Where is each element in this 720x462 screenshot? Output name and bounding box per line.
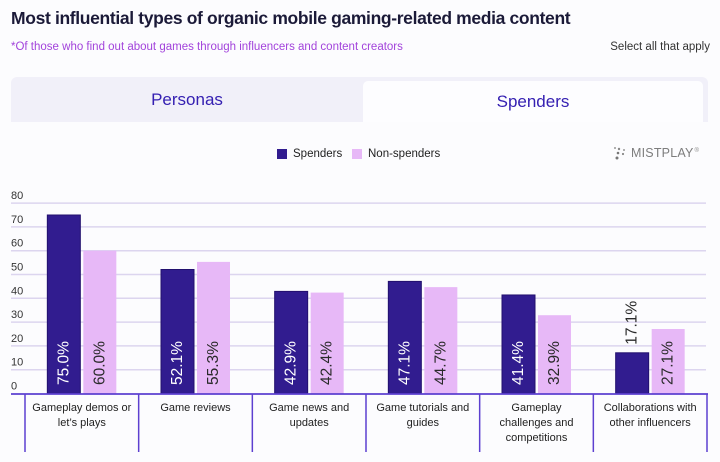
registered-mark: ® [694,147,700,154]
x-tick-label-line: Gameplay [511,402,562,414]
x-tick-label-line: Game news and [269,402,350,414]
legend-label-spenders: Spenders [293,148,343,160]
data-label: 27.1% [660,341,677,385]
tab-spenders[interactable]: Spenders [363,81,703,122]
x-tick-label-line: guides [406,417,440,429]
data-label: 41.4% [510,341,527,385]
data-label: 52.1% [169,341,186,385]
bar-non-spenders [197,261,230,394]
x-tick-label: Collaborations with other influencers [594,401,706,431]
legend-item-spenders[interactable]: Spenders [277,146,342,162]
legend-label-non-spenders: Non-spenders [368,148,441,160]
bar-non-spenders [651,329,685,394]
data-label: 42.9% [283,341,300,385]
bar-spenders [615,352,650,394]
logo-text: MISTPLAY® [631,146,699,160]
bar-non-spenders [424,287,458,394]
x-tick-label-line: Game reviews [160,402,231,414]
bar-non-spenders [538,315,571,394]
data-label: 32.9% [546,341,563,385]
legend-swatch-non-spenders [352,149,362,159]
x-tick-label-line: Game tutorials and [376,402,470,414]
bar-spenders [46,214,81,394]
x-tick-label-line: updates [289,417,329,429]
x-tick-label: Game reviews [140,401,252,416]
chart-title: Most influential types of organic mobile… [11,8,571,28]
y-tick-label: 40 [11,285,23,297]
data-label: 75.0% [55,341,72,385]
x-tick-label-line: let’s plays [57,417,106,429]
x-tick-label: Gameplay challenges and competitions [481,401,593,446]
y-tick-label: 60 [11,238,23,250]
dots-icon [614,147,625,160]
data-label: 44.7% [432,341,449,385]
x-tick-label: Game tutorials and guides [367,401,479,431]
y-tick-label: 70 [11,214,23,226]
x-tick-label-line: challenges and [499,417,574,429]
y-tick-label: 50 [11,262,23,274]
tab-personas[interactable]: Personas [151,89,223,109]
select-all-note: Select all that apply [610,41,710,53]
bar-spenders [387,280,422,395]
y-tick-label: 30 [11,309,23,321]
y-tick-label: 20 [11,333,23,345]
x-tick-label-line: Gameplay demos or [32,402,132,414]
data-label: 60.0% [91,341,108,385]
chart-subtitle: *Of those who find out about games throu… [11,41,403,53]
bar-non-spenders [83,250,117,394]
data-label: 42.4% [319,341,336,385]
tab-bar: Personas Spenders [11,77,708,122]
data-label: 17.1% [624,301,641,345]
data-label: 55.3% [205,341,222,385]
x-tick-label-line: Collaborations with [603,402,697,414]
mistplay-logo: MISTPLAY® [613,145,699,161]
bar-non-spenders [310,292,344,394]
legend-item-non-spenders[interactable]: Non-spenders [352,146,440,162]
x-tick-label-line: other influencers [609,417,691,429]
x-tick-label-line: competitions [505,432,568,444]
bar-spenders [274,290,309,395]
x-tick-label: Game news and updates [253,401,365,431]
legend-swatch-spenders [277,149,287,159]
data-label: 47.1% [396,341,413,385]
x-tick-label: Gameplay demos or let’s plays [26,401,138,431]
y-tick-label: 0 [11,381,17,393]
y-tick-label: 80 [11,190,23,202]
logo-wordmark: MISTPLAY [631,146,694,160]
y-tick-label: 10 [11,357,23,369]
